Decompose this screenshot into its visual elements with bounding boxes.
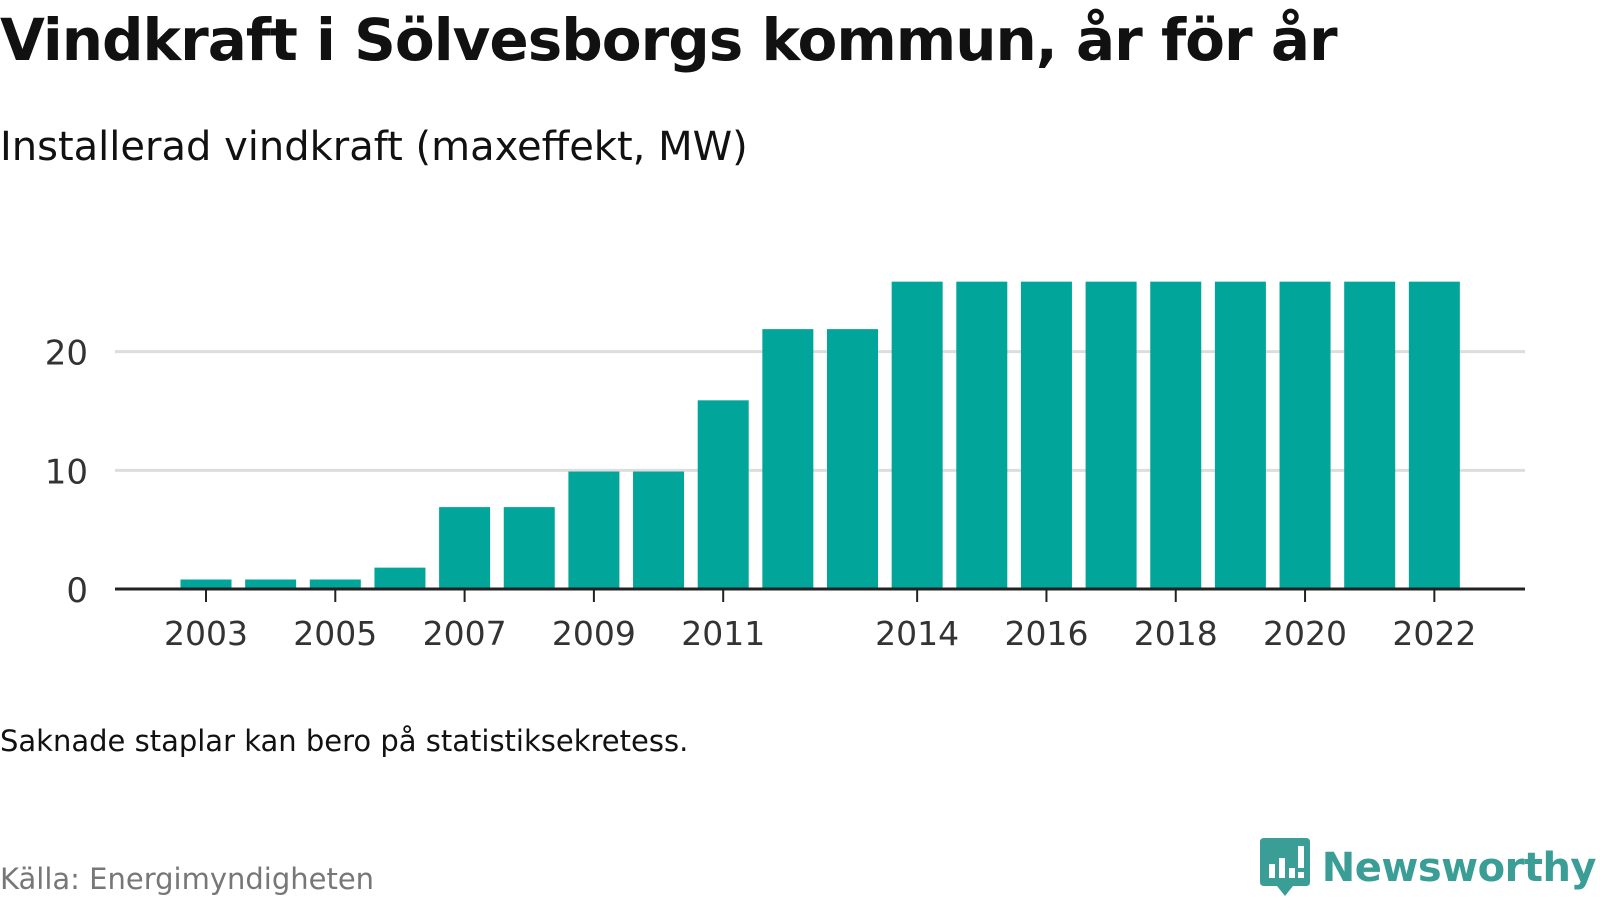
newsworthy-logo-icon	[1259, 838, 1310, 896]
bar-2010	[633, 471, 685, 589]
bar-2021	[1344, 281, 1396, 589]
chart-subtitle: Installerad vindkraft (maxeffekt, MW)	[0, 124, 748, 170]
brand-name: Newsworthy	[1321, 845, 1597, 891]
bar-2003	[180, 579, 232, 589]
source-text: Källa: Energimyndigheten	[0, 862, 375, 896]
bar-2020	[1279, 281, 1331, 589]
x-tick-label: 2018	[1134, 614, 1218, 653]
x-tick-label: 2014	[875, 614, 959, 653]
bar-2005	[309, 579, 361, 589]
bar-2008	[503, 507, 555, 589]
bar-2007	[439, 507, 491, 589]
y-tick-label: 0	[66, 571, 88, 611]
bar-2014	[891, 281, 943, 589]
x-tick-label: 2020	[1263, 614, 1347, 653]
x-tick-label: 2007	[423, 614, 507, 653]
x-tick-label: 2016	[1004, 614, 1088, 653]
bar-2016	[1020, 281, 1072, 589]
bar-2015	[956, 281, 1008, 589]
x-tick-label: 2005	[293, 614, 377, 653]
bar-2013	[827, 329, 878, 589]
y-tick-label: 10	[45, 452, 88, 492]
y-tick-label: 20	[45, 334, 88, 374]
x-tick-label: 2003	[164, 614, 248, 653]
x-tick-label: 2022	[1392, 614, 1476, 653]
chart-title: Vindkraft i Sölvesborgs kommun, år för å…	[0, 6, 1338, 74]
bar-2012	[762, 329, 814, 589]
bar-2009	[568, 471, 620, 589]
bar-2004	[245, 579, 297, 589]
x-tick-label: 2009	[552, 614, 636, 653]
bar-2017	[1085, 281, 1137, 589]
bar-2022	[1408, 281, 1460, 589]
brand-logo: Newsworthy	[1259, 838, 1597, 898]
footnote: Saknade staplar kan bero på statistiksek…	[0, 724, 689, 758]
bar-2006	[374, 567, 426, 589]
x-tick-label: 2011	[681, 614, 765, 653]
bar-2011	[697, 400, 749, 589]
bar-2019	[1214, 281, 1266, 589]
bar-2018	[1150, 281, 1202, 589]
